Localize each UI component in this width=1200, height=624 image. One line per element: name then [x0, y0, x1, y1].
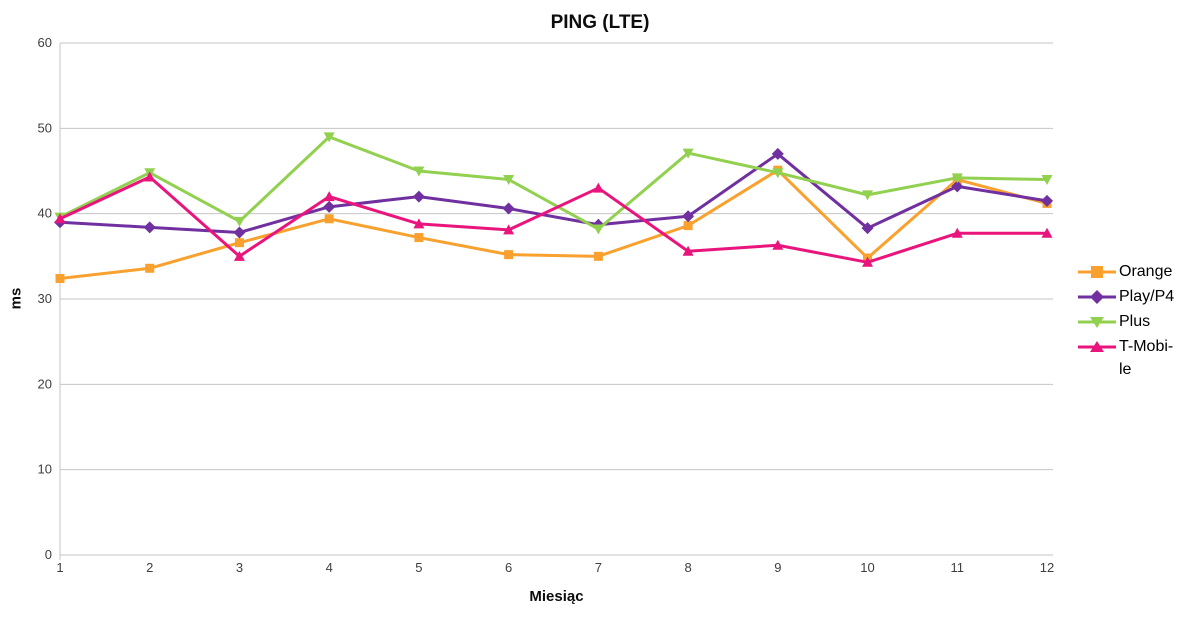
marker-triangle-down-icon — [862, 190, 874, 201]
marker-square-icon — [504, 250, 514, 260]
marker-diamond-icon — [861, 222, 874, 235]
marker-triangle-up-icon — [1041, 227, 1053, 238]
marker-square-icon — [414, 233, 424, 243]
marker-triangle-down-icon — [682, 148, 694, 159]
legend-marker-diamond-icon — [1078, 290, 1116, 309]
y-tick-label: 10 — [38, 462, 52, 477]
chart-title: PING (LTE) — [550, 12, 650, 33]
x-tick-label: 3 — [236, 560, 243, 575]
legend-marker-square-icon — [1078, 265, 1116, 284]
series-line-play-p4 — [58, 152, 1049, 234]
marker-triangle-up-icon — [54, 213, 66, 224]
marker-triangle-down-icon — [323, 132, 335, 143]
y-tick-label: 40 — [38, 206, 52, 221]
legend-item-play-p4: Play/P4 — [1078, 285, 1174, 309]
marker-triangle-up-icon — [503, 224, 515, 235]
marker-triangle-down-icon — [772, 168, 784, 179]
legend-label: Play/P4 — [1119, 288, 1175, 305]
legend-item-t-mobile: T-Mobi-le — [1078, 335, 1174, 381]
legend-marker-triangle-up-icon — [1078, 340, 1116, 359]
marker-triangle-up-icon — [592, 182, 604, 193]
marker-diamond-icon — [233, 226, 246, 239]
marker-diamond-icon — [682, 210, 695, 223]
x-tick-label: 12 — [1040, 560, 1054, 575]
x-tick-label: 6 — [505, 560, 512, 575]
marker-diamond-icon — [143, 221, 156, 234]
marker-square-icon — [593, 251, 603, 261]
y-tick-label: 50 — [38, 120, 52, 135]
marker-triangle-down-icon — [951, 173, 963, 184]
x-tick-label: 2 — [146, 560, 153, 575]
marker-diamond-icon — [771, 147, 784, 160]
legend-item-plus: Plus — [1078, 310, 1174, 334]
marker-triangle-up-icon — [682, 245, 694, 256]
marker-square-icon — [55, 274, 65, 284]
marker-diamond-icon — [1041, 194, 1053, 207]
y-axis-label: ms — [7, 287, 25, 310]
x-tick-label: 8 — [684, 560, 691, 575]
y-tick-label: 60 — [38, 35, 52, 50]
marker-square-icon — [234, 238, 244, 248]
marker-triangle-down-icon — [413, 166, 425, 177]
marker-triangle-up-icon — [413, 218, 425, 229]
x-tick-label: 7 — [595, 560, 602, 575]
marker-square-icon — [683, 221, 693, 231]
marker-triangle-up-icon — [233, 250, 245, 261]
series-line-t-mobile — [58, 175, 1049, 264]
x-tick-label: 4 — [326, 560, 333, 575]
marker-square-icon — [145, 263, 155, 273]
series-line-plus — [58, 135, 1049, 231]
marker-triangle-down-icon — [503, 175, 515, 186]
marker-triangle-down-icon — [1041, 175, 1053, 186]
x-axis-label: Miesiąc — [529, 588, 584, 605]
legend-marker-triangle-down-icon — [1078, 315, 1116, 334]
legend-label: T-Mobi-le — [1119, 338, 1174, 378]
marker-triangle-down-icon — [233, 216, 245, 227]
y-tick-label: 30 — [38, 291, 52, 306]
marker-diamond-icon — [323, 200, 336, 213]
x-tick-label: 10 — [860, 560, 874, 575]
y-tick-label: 20 — [38, 376, 52, 391]
x-tick-label: 9 — [774, 560, 781, 575]
x-tick-label: 11 — [951, 560, 965, 575]
x-tick-label: 5 — [415, 560, 422, 575]
marker-diamond-icon — [502, 202, 515, 215]
legend-label: Orange — [1119, 263, 1173, 280]
marker-triangle-up-icon — [323, 191, 335, 202]
y-tick-label: 0 — [45, 547, 52, 562]
marker-diamond-icon — [951, 180, 964, 193]
legend-label: Plus — [1119, 313, 1151, 330]
x-tick-label: 1 — [56, 560, 63, 575]
marker-triangle-up-icon — [144, 171, 156, 182]
marker-triangle-up-icon — [772, 239, 784, 250]
marker-triangle-up-icon — [951, 227, 963, 238]
series-line-orange — [58, 168, 1049, 281]
marker-triangle-down-icon — [592, 224, 604, 235]
marker-diamond-icon — [412, 190, 425, 203]
marker-triangle-up-icon — [862, 256, 874, 267]
legend-item-orange: Orange — [1078, 260, 1174, 284]
marker-square-icon — [324, 214, 334, 224]
legend: Orange Play/P4 Plus T-Mobi-le — [1078, 260, 1174, 382]
